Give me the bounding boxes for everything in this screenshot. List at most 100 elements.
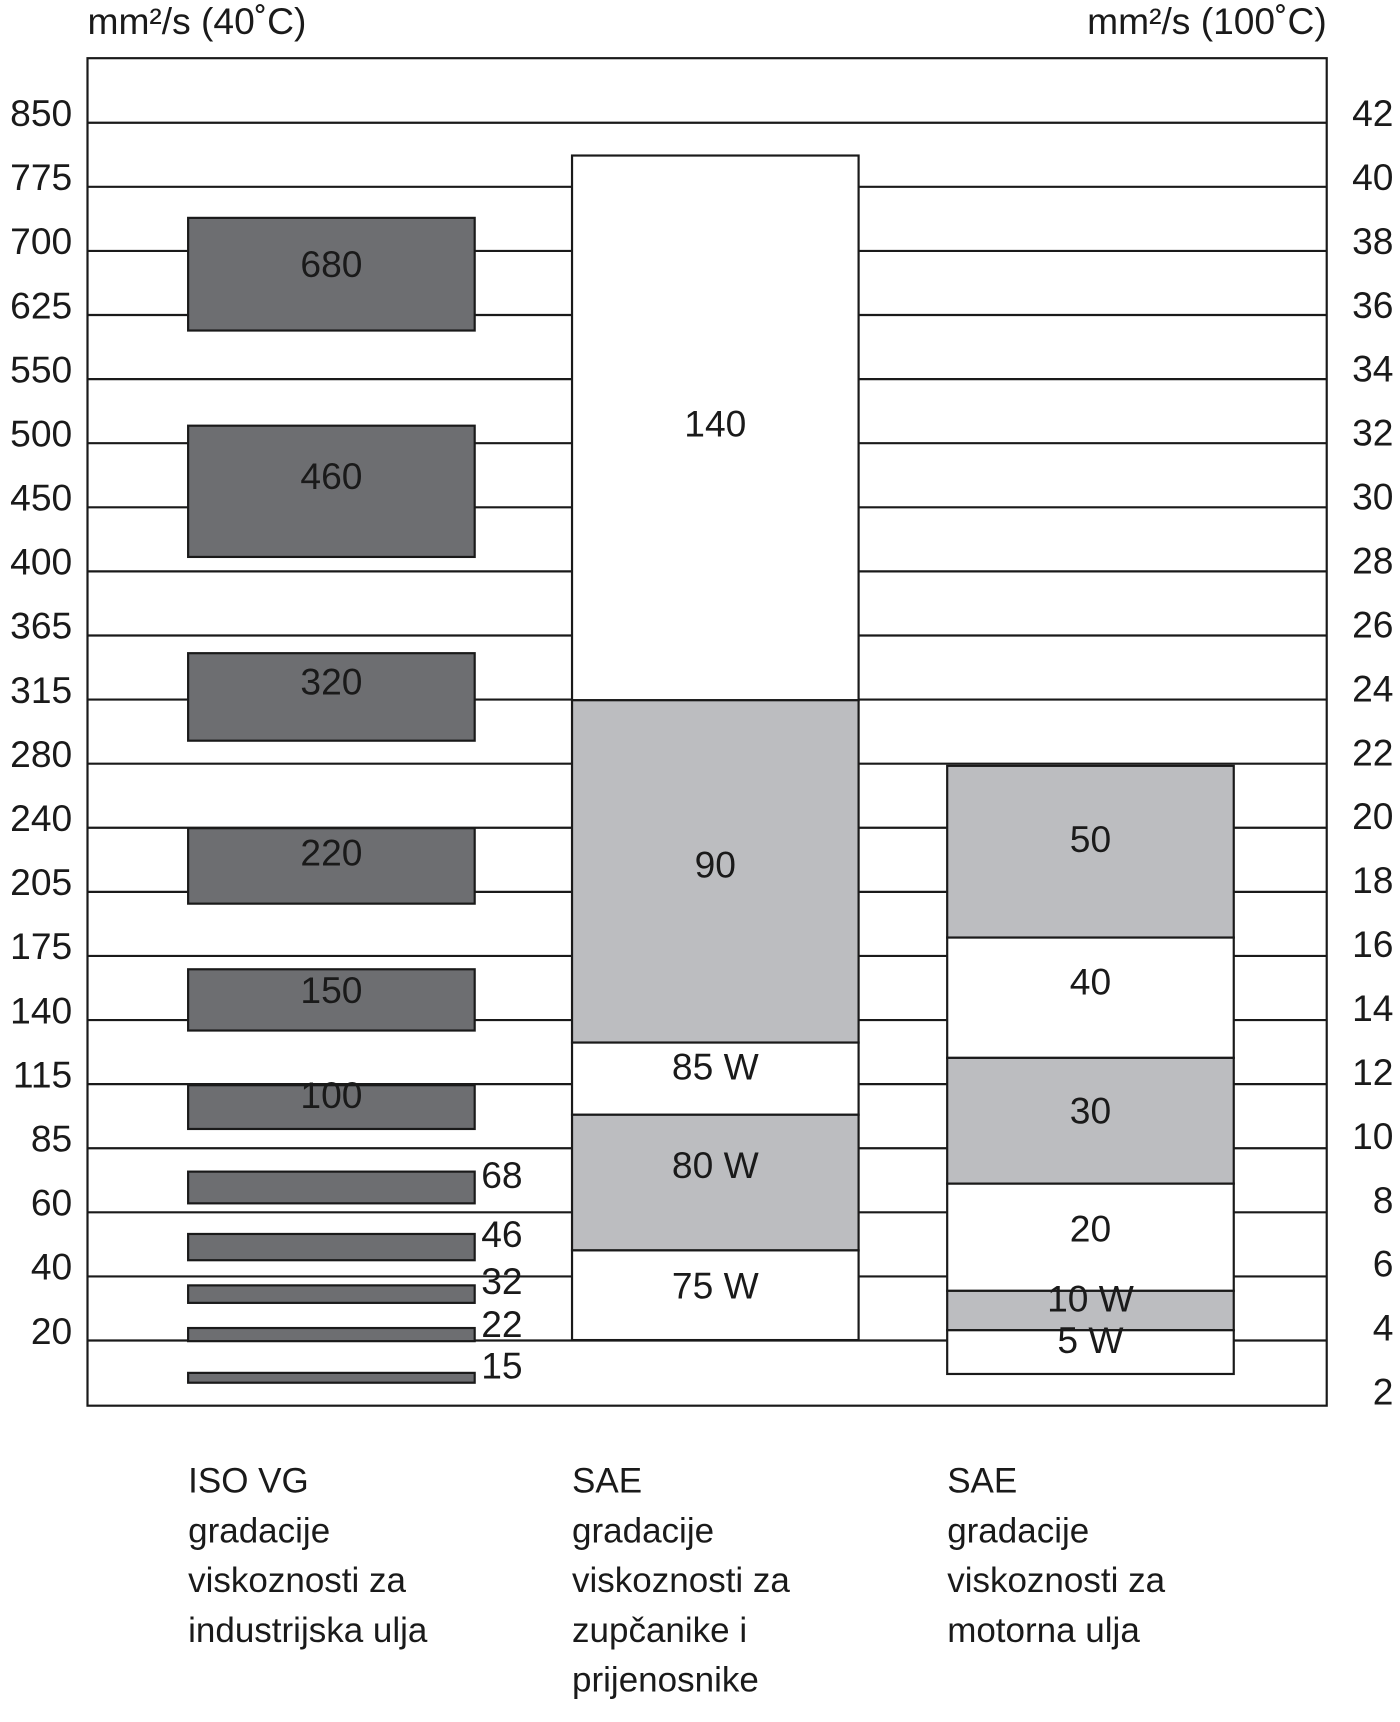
right-tick-label: 4 xyxy=(1373,1307,1394,1349)
grade-label: 460 xyxy=(300,455,362,497)
right-tick-label: 40 xyxy=(1352,156,1393,198)
column-caption: prijenosnike xyxy=(572,1661,759,1700)
grade-label: 140 xyxy=(684,403,746,445)
grade-label: 320 xyxy=(300,661,362,703)
grade-box xyxy=(946,1329,1235,1376)
left-tick-label: 205 xyxy=(10,861,72,903)
left-tick-label: 175 xyxy=(10,925,72,967)
left-axis-unit: mm²/s (40˚C) xyxy=(88,0,307,42)
left-tick-label: 60 xyxy=(31,1182,72,1224)
grade-label: 220 xyxy=(300,831,362,873)
grade-box xyxy=(187,652,476,742)
grade-box xyxy=(187,1371,476,1384)
plot-frame xyxy=(86,57,1328,1407)
column-caption: viskoznosti za xyxy=(572,1561,790,1600)
column-caption: viskoznosti za xyxy=(188,1561,406,1600)
column-caption: SAE xyxy=(572,1462,642,1501)
left-tick-label: 20 xyxy=(31,1310,72,1352)
grade-box xyxy=(187,1284,476,1304)
grade-label: 85 W xyxy=(672,1046,759,1088)
grade-label: 15 xyxy=(481,1344,522,1386)
left-tick-label: 700 xyxy=(10,220,72,262)
grade-label: 5 W xyxy=(1057,1319,1123,1361)
grade-label: 20 xyxy=(1070,1208,1111,1250)
right-tick-label: 28 xyxy=(1352,539,1393,581)
grade-box xyxy=(570,1113,860,1252)
right-tick-label: 42 xyxy=(1352,92,1393,134)
column-caption: gradacije xyxy=(188,1511,330,1550)
left-tick-label: 280 xyxy=(10,733,72,775)
left-tick-label: 500 xyxy=(10,412,72,454)
column-caption: zupčanike i xyxy=(572,1611,747,1650)
column-caption: SAE xyxy=(947,1462,1017,1501)
grade-label: 68 xyxy=(481,1154,522,1196)
column-caption: gradacije xyxy=(572,1511,714,1550)
right-tick-label: 10 xyxy=(1352,1115,1393,1157)
grade-box xyxy=(946,1056,1235,1185)
right-tick-label: 2 xyxy=(1373,1371,1394,1413)
left-tick-label: 115 xyxy=(13,1053,72,1095)
right-tick-label: 6 xyxy=(1373,1243,1394,1285)
grade-label: 40 xyxy=(1070,960,1111,1002)
grade-box xyxy=(187,968,476,1032)
right-tick-label: 14 xyxy=(1352,987,1393,1029)
grade-box xyxy=(570,154,860,702)
column-caption: viskoznosti za xyxy=(947,1561,1165,1600)
column-caption: industrijska ulja xyxy=(188,1611,428,1650)
grade-label: 22 xyxy=(481,1303,522,1345)
left-tick-label: 240 xyxy=(10,797,72,839)
grade-label: 32 xyxy=(481,1260,522,1302)
right-tick-label: 34 xyxy=(1352,348,1393,390)
left-tick-label: 775 xyxy=(10,156,72,198)
grade-box xyxy=(187,216,476,332)
grade-label: 30 xyxy=(1070,1089,1111,1131)
grade-box xyxy=(187,1084,476,1131)
right-tick-label: 32 xyxy=(1352,412,1393,454)
grade-label: 90 xyxy=(695,843,736,885)
right-tick-label: 26 xyxy=(1352,603,1393,645)
grade-box xyxy=(187,1170,476,1205)
left-tick-label: 625 xyxy=(10,284,72,326)
right-tick-label: 16 xyxy=(1352,923,1393,965)
grade-label: 75 W xyxy=(672,1264,759,1306)
left-tick-label: 85 xyxy=(31,1117,72,1159)
left-tick-label: 140 xyxy=(10,989,72,1031)
grade-label: 680 xyxy=(300,243,362,285)
right-axis-unit: mm²/s (100˚C) xyxy=(1087,0,1327,42)
left-tick-label: 850 xyxy=(10,92,72,134)
grade-label: 50 xyxy=(1070,818,1111,860)
left-tick-label: 315 xyxy=(10,669,72,711)
grade-box xyxy=(187,827,476,905)
grade-box xyxy=(946,764,1235,939)
grade-box xyxy=(187,1326,476,1343)
grade-label: 150 xyxy=(300,969,362,1011)
right-tick-label: 12 xyxy=(1352,1051,1393,1093)
grade-label: 100 xyxy=(300,1074,362,1116)
right-tick-label: 38 xyxy=(1352,220,1393,262)
right-tick-label: 8 xyxy=(1373,1179,1394,1221)
grade-label: 10 W xyxy=(1047,1278,1134,1320)
column-caption: motorna ulja xyxy=(947,1611,1140,1650)
grade-box xyxy=(946,936,1235,1059)
grade-box xyxy=(187,1232,476,1262)
grade-box xyxy=(946,1182,1235,1292)
left-tick-label: 550 xyxy=(10,348,72,390)
grade-label: 80 W xyxy=(672,1144,759,1186)
grade-label: 46 xyxy=(481,1213,522,1255)
right-tick-label: 36 xyxy=(1352,284,1393,326)
right-tick-label: 30 xyxy=(1352,476,1393,518)
right-tick-label: 22 xyxy=(1352,731,1393,773)
left-tick-label: 40 xyxy=(31,1246,72,1288)
grade-box xyxy=(570,699,860,1044)
left-tick-label: 400 xyxy=(10,541,72,583)
column-caption: gradacije xyxy=(947,1511,1089,1550)
right-tick-label: 20 xyxy=(1352,795,1393,837)
column-caption: ISO VG xyxy=(188,1462,309,1501)
grade-box xyxy=(570,1249,860,1342)
left-tick-label: 365 xyxy=(10,605,72,647)
right-tick-label: 24 xyxy=(1352,667,1393,709)
right-tick-label: 18 xyxy=(1352,859,1393,901)
left-tick-label: 450 xyxy=(10,477,72,519)
grade-box xyxy=(187,424,476,559)
